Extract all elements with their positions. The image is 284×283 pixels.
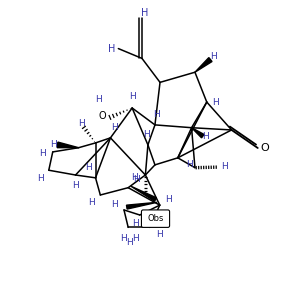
Text: H: H <box>85 164 92 172</box>
Polygon shape <box>195 57 212 72</box>
Polygon shape <box>192 128 204 138</box>
Text: H: H <box>143 130 150 139</box>
Text: H: H <box>186 160 192 169</box>
Text: H: H <box>129 92 135 101</box>
Text: H: H <box>143 219 150 228</box>
Text: H: H <box>156 230 163 239</box>
Text: H: H <box>78 119 85 128</box>
Polygon shape <box>126 202 157 209</box>
Polygon shape <box>57 142 79 148</box>
Text: H: H <box>50 140 57 149</box>
Text: Obs: Obs <box>147 214 164 223</box>
Text: H: H <box>132 233 139 243</box>
Text: H: H <box>133 175 140 184</box>
Text: H: H <box>132 219 139 228</box>
Text: H: H <box>111 123 118 132</box>
Text: H: H <box>72 181 79 190</box>
Text: H: H <box>210 52 217 61</box>
Text: H: H <box>212 98 219 107</box>
Text: O: O <box>260 143 269 153</box>
Text: H: H <box>39 149 46 158</box>
Text: H: H <box>95 95 102 104</box>
Polygon shape <box>131 186 156 201</box>
Text: O: O <box>99 111 106 121</box>
Text: H: H <box>131 173 137 182</box>
Text: H: H <box>111 200 118 209</box>
Text: H: H <box>165 195 172 204</box>
Text: H: H <box>141 8 148 18</box>
Text: H: H <box>202 132 208 141</box>
FancyBboxPatch shape <box>141 210 170 228</box>
Text: H: H <box>89 198 95 207</box>
Text: H: H <box>221 162 228 171</box>
Text: H: H <box>37 174 44 183</box>
Text: H: H <box>126 238 133 247</box>
Text: H: H <box>121 233 127 243</box>
Text: H: H <box>108 44 115 53</box>
Text: H: H <box>153 110 160 119</box>
